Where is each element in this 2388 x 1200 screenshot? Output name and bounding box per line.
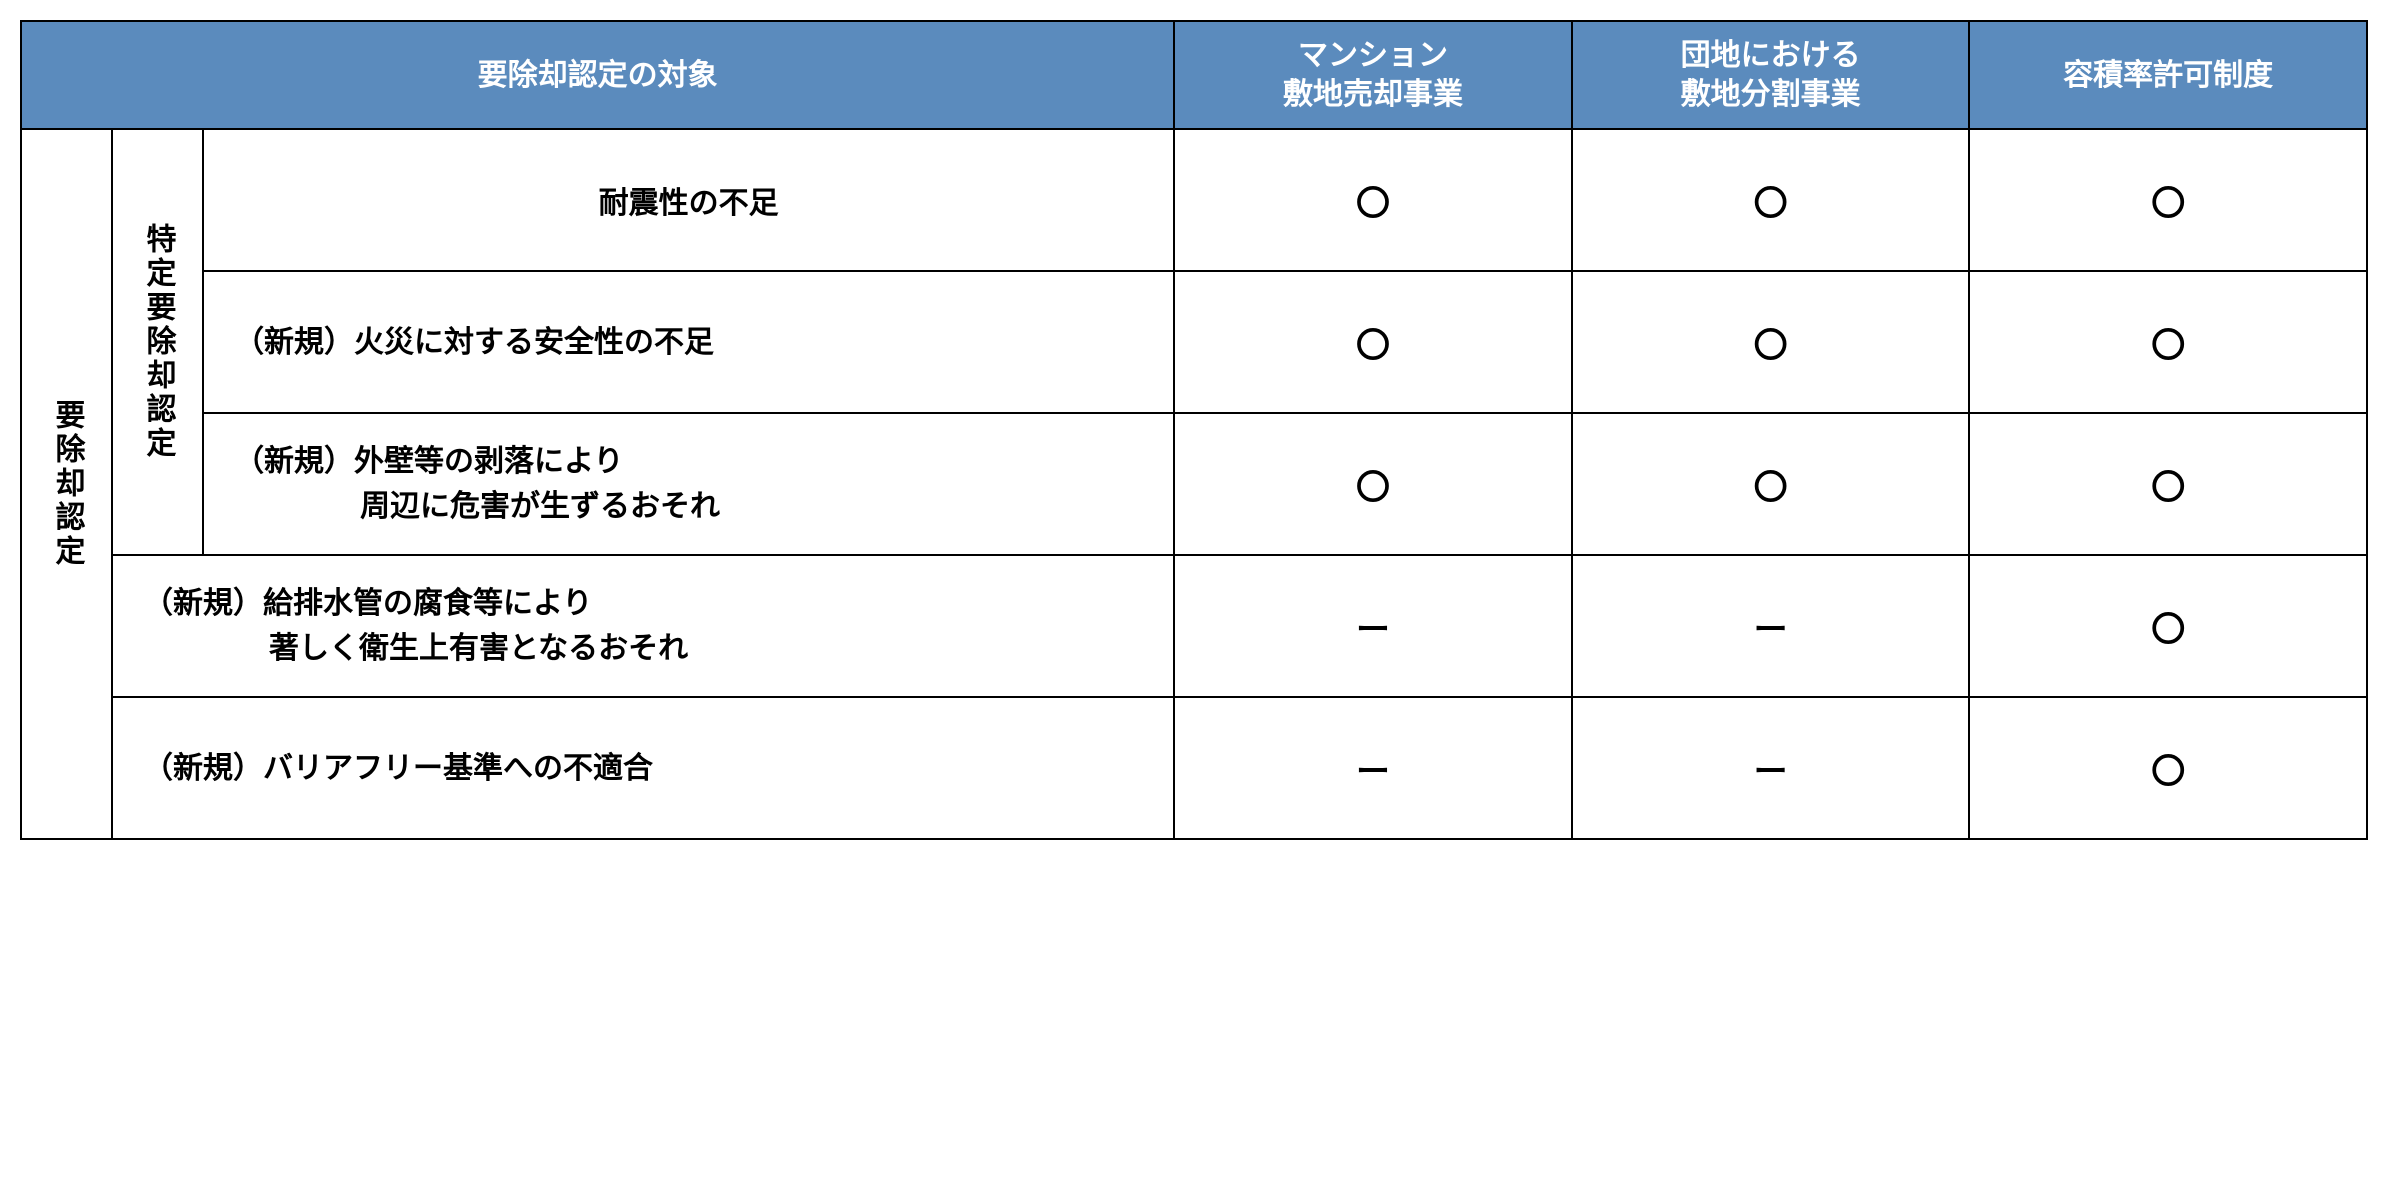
row-label: 耐震性の不足 <box>203 129 1174 271</box>
row-label: （新規）火災に対する安全性の不足 <box>203 271 1174 413</box>
row-mark: 〇 <box>1572 129 1970 271</box>
row-label: （新規）バリアフリー基準への不適合 <box>112 697 1174 839</box>
row-mark: 〇 <box>1969 129 2367 271</box>
row-mark: 〇 <box>1174 129 1572 271</box>
table-row: （新規）給排水管の腐食等により 著しく衛生上有害となるおそれ ー ー 〇 <box>21 555 2367 697</box>
row-mark: 〇 <box>1174 271 1572 413</box>
row-mark: 〇 <box>1572 413 1970 555</box>
header-col1-line2: 敷地売却事業 <box>1283 78 1463 111</box>
row-mark: 〇 <box>1969 555 2367 697</box>
row-label: （新規）給排水管の腐食等により 著しく衛生上有害となるおそれ <box>112 555 1174 697</box>
header-col2-line2: 敷地分割事業 <box>1681 78 1861 111</box>
row-mark: 〇 <box>1572 271 1970 413</box>
table-row: （新規）火災に対する安全性の不足 〇 〇 〇 <box>21 271 2367 413</box>
header-col1: マンション 敷地売却事業 <box>1174 21 1572 129</box>
header-col2-line1: 団地における <box>1681 39 1861 72</box>
row-label-line1: （新規）外壁等の剥落により <box>234 445 623 478</box>
row-mark: ー <box>1174 697 1572 839</box>
row-mark: 〇 <box>1174 413 1572 555</box>
certification-table: 要除却認定の対象 マンション 敷地売却事業 団地における 敷地分割事業 容積率許… <box>20 20 2368 840</box>
table-row: （新規）バリアフリー基準への不適合 ー ー 〇 <box>21 697 2367 839</box>
row-label: （新規）外壁等の剥落により 周辺に危害が生ずるおそれ <box>203 413 1174 555</box>
row-label-line1: （新規）給排水管の腐食等により <box>143 587 592 620</box>
header-row: 要除却認定の対象 マンション 敷地売却事業 団地における 敷地分割事業 容積率許… <box>21 21 2367 129</box>
header-col2: 団地における 敷地分割事業 <box>1572 21 1970 129</box>
table-row: 要除却認定 特定要除却認定 耐震性の不足 〇 〇 〇 <box>21 129 2367 271</box>
rowgroup-inner: 特定要除却認定 <box>112 129 203 555</box>
header-col1-line1: マンション <box>1298 39 1448 72</box>
row-mark: 〇 <box>1969 697 2367 839</box>
row-label-line2: 周辺に危害が生ずるおそれ <box>234 484 720 529</box>
header-col3: 容積率許可制度 <box>1969 21 2367 129</box>
row-mark: ー <box>1572 697 1970 839</box>
header-target: 要除却認定の対象 <box>21 21 1174 129</box>
row-mark: 〇 <box>1969 413 2367 555</box>
row-mark: ー <box>1174 555 1572 697</box>
row-label-line2: 著しく衛生上有害となるおそれ <box>143 626 688 671</box>
row-mark: 〇 <box>1969 271 2367 413</box>
table-row: （新規）外壁等の剥落により 周辺に危害が生ずるおそれ 〇 〇 〇 <box>21 413 2367 555</box>
rowgroup-outer: 要除却認定 <box>21 129 112 839</box>
row-mark: ー <box>1572 555 1970 697</box>
